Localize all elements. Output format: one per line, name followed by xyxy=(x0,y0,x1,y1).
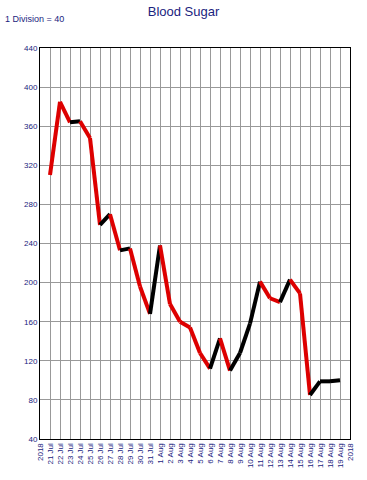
svg-text:5 Aug: 5 Aug xyxy=(196,443,205,463)
svg-text:6 Aug: 6 Aug xyxy=(206,443,215,463)
svg-text:280: 280 xyxy=(24,200,38,209)
svg-text:29 Jul: 29 Jul xyxy=(126,443,135,465)
svg-text:24 Jul: 24 Jul xyxy=(76,443,85,465)
svg-text:360: 360 xyxy=(24,122,38,131)
svg-text:23 Jul: 23 Jul xyxy=(66,443,75,465)
svg-text:160: 160 xyxy=(24,318,38,327)
svg-text:8 Aug: 8 Aug xyxy=(226,443,235,463)
svg-text:2 Aug: 2 Aug xyxy=(166,443,175,463)
svg-text:14 Aug: 14 Aug xyxy=(286,443,295,468)
svg-text:1 Aug: 1 Aug xyxy=(156,443,165,463)
svg-text:28 Jul: 28 Jul xyxy=(116,443,125,465)
svg-text:17 Aug: 17 Aug xyxy=(316,443,325,468)
svg-text:2018: 2018 xyxy=(346,443,355,461)
svg-text:12 Aug: 12 Aug xyxy=(266,443,275,468)
svg-text:120: 120 xyxy=(24,357,38,366)
svg-text:320: 320 xyxy=(24,161,38,170)
svg-text:10 Aug: 10 Aug xyxy=(246,443,255,468)
svg-text:21 Jul: 21 Jul xyxy=(46,443,55,465)
svg-text:4 Aug: 4 Aug xyxy=(186,443,195,463)
svg-text:19 Aug: 19 Aug xyxy=(336,443,345,468)
svg-text:13 Aug: 13 Aug xyxy=(276,443,285,468)
svg-text:22 Jul: 22 Jul xyxy=(56,443,65,465)
svg-text:18 Aug: 18 Aug xyxy=(326,443,335,468)
svg-text:15 Aug: 15 Aug xyxy=(296,443,305,468)
svg-text:1 Division = 40: 1 Division = 40 xyxy=(5,14,64,24)
svg-text:400: 400 xyxy=(24,83,38,92)
svg-text:16 Aug: 16 Aug xyxy=(306,443,315,468)
svg-text:Blood Sugar: Blood Sugar xyxy=(148,4,220,19)
svg-text:80: 80 xyxy=(28,396,37,405)
svg-text:26 Jul: 26 Jul xyxy=(96,443,105,465)
svg-text:7 Aug: 7 Aug xyxy=(216,443,225,463)
svg-text:30 Jul: 30 Jul xyxy=(136,443,145,465)
svg-text:200: 200 xyxy=(24,278,38,287)
svg-text:9 Aug: 9 Aug xyxy=(236,443,245,463)
svg-text:31 Jul: 31 Jul xyxy=(146,443,155,465)
svg-text:40: 40 xyxy=(28,435,37,444)
svg-text:3 Aug: 3 Aug xyxy=(176,443,185,463)
svg-text:25 Jul: 25 Jul xyxy=(86,443,95,465)
svg-text:2018: 2018 xyxy=(36,443,45,461)
svg-text:440: 440 xyxy=(24,44,38,53)
svg-text:240: 240 xyxy=(24,239,38,248)
svg-text:27 Jul: 27 Jul xyxy=(106,443,115,465)
svg-text:11 Aug: 11 Aug xyxy=(256,443,265,467)
